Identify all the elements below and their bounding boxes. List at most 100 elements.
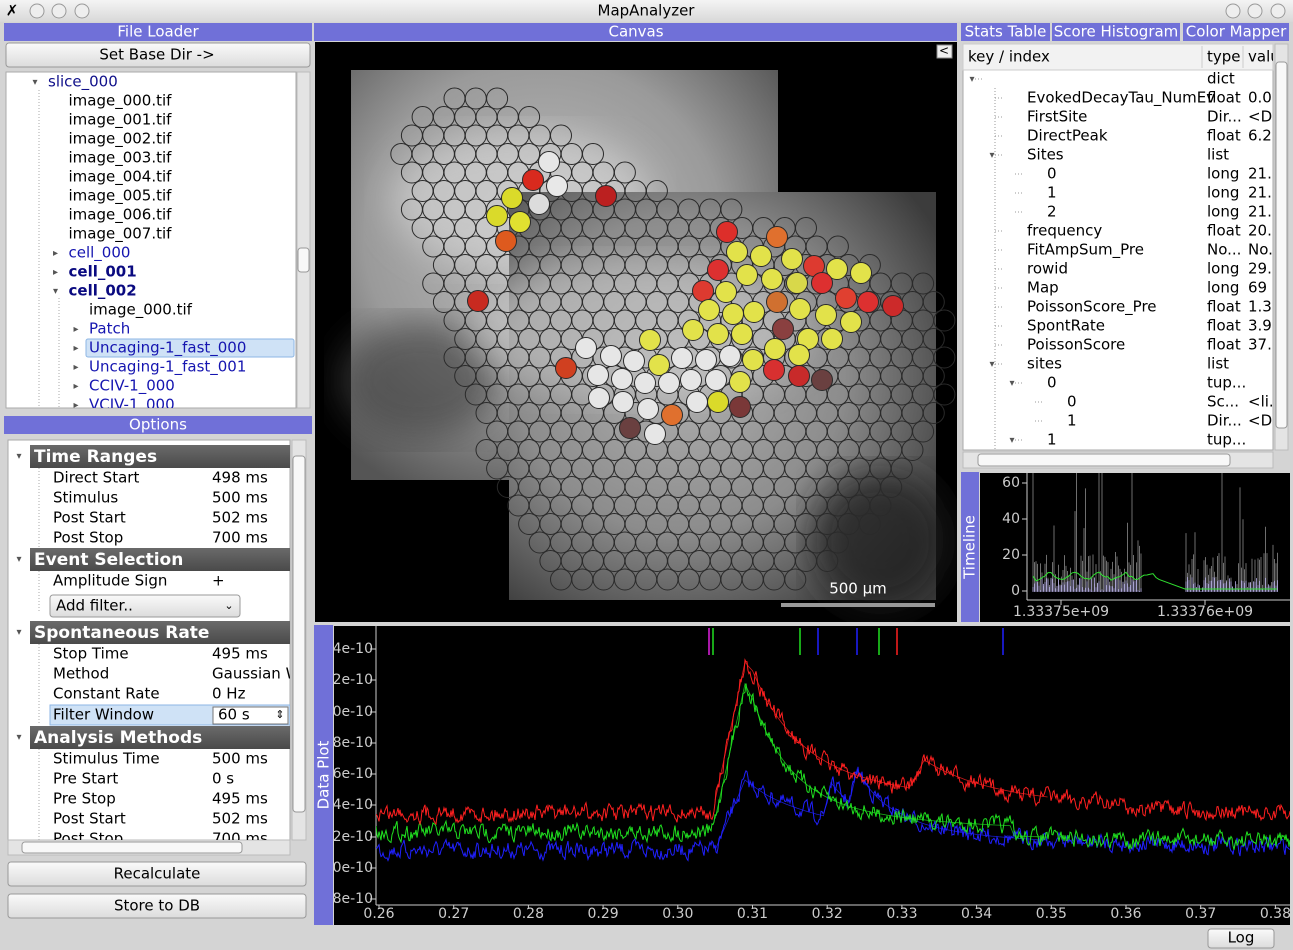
stim-site-active[interactable]: [743, 301, 765, 323]
tree-expander[interactable]: ▸: [53, 248, 58, 259]
stim-site-active[interactable]: [835, 287, 857, 309]
stim-site-active[interactable]: [729, 371, 751, 393]
stim-site-active[interactable]: [788, 344, 810, 366]
tree-item[interactable]: cell_001: [69, 263, 137, 281]
column-header[interactable]: key / index: [968, 48, 1050, 66]
stim-site-active[interactable]: [781, 248, 803, 270]
param-value[interactable]: +: [212, 572, 225, 590]
param-value[interactable]: 500 ms: [212, 750, 268, 768]
stim-site-active[interactable]: [698, 299, 720, 321]
stim-site-active[interactable]: [611, 368, 633, 390]
tree-expander[interactable]: ▸: [73, 324, 78, 335]
tree-item[interactable]: Uncaging-1_fast_000: [89, 339, 246, 358]
stim-site[interactable]: [880, 476, 903, 498]
tree-item[interactable]: image_005.tif: [69, 187, 173, 206]
tree-item[interactable]: image_002.tif: [69, 130, 173, 149]
stim-site-active[interactable]: [671, 347, 693, 369]
close-button[interactable]: [1270, 3, 1286, 19]
maximize-button[interactable]: [1247, 3, 1263, 19]
stim-site-active[interactable]: [716, 221, 738, 243]
shade-button[interactable]: [51, 3, 67, 19]
stim-site[interactable]: [720, 198, 743, 221]
stim-site-active[interactable]: [707, 259, 729, 281]
stats-hscroll-thumb[interactable]: [977, 453, 1231, 467]
log-button[interactable]: [1207, 928, 1275, 949]
stim-site-active[interactable]: [644, 423, 666, 445]
tree-expander[interactable]: ▾: [1009, 435, 1014, 446]
stim-site[interactable]: [869, 494, 892, 517]
param-value[interactable]: 498 ms: [212, 469, 268, 487]
stim-site-active[interactable]: [648, 354, 670, 376]
stim-site-active[interactable]: [695, 349, 717, 371]
stim-site-active[interactable]: [882, 295, 904, 317]
tree-item[interactable]: Patch: [89, 320, 130, 338]
stim-site-active[interactable]: [826, 258, 848, 280]
stim-site-active[interactable]: [600, 345, 622, 367]
stim-site[interactable]: [550, 124, 572, 147]
tab[interactable]: [1052, 23, 1180, 41]
stim-site[interactable]: [922, 365, 945, 387]
param-value[interactable]: 495 ms: [212, 790, 268, 808]
stim-site-active[interactable]: [788, 365, 810, 387]
stim-site-active[interactable]: [509, 211, 531, 233]
tree-item[interactable]: cell_002: [69, 282, 137, 300]
stim-site-active[interactable]: [639, 329, 661, 351]
stim-site-active[interactable]: [763, 359, 785, 381]
stim-site[interactable]: [922, 328, 945, 350]
stim-site-active[interactable]: [486, 205, 508, 227]
tree-expander[interactable]: ▾: [32, 77, 37, 88]
tree-scroll-thumb[interactable]: [297, 247, 310, 273]
tree-scrollbar[interactable]: [296, 71, 311, 409]
stim-site-active[interactable]: [538, 151, 560, 173]
tree-item[interactable]: image_007.tif: [69, 225, 173, 244]
stim-site-active[interactable]: [575, 337, 597, 359]
stim-site-active[interactable]: [811, 272, 833, 294]
param-value[interactable]: 502 ms: [212, 810, 268, 828]
options-scroll-thumb[interactable]: [292, 455, 306, 813]
stim-site-active[interactable]: [555, 357, 577, 379]
param-value[interactable]: 502 ms: [212, 509, 268, 527]
stim-site[interactable]: [795, 217, 817, 239]
stim-site[interactable]: [816, 550, 839, 572]
stim-site-active[interactable]: [692, 280, 714, 302]
stim-site[interactable]: [826, 531, 849, 554]
set-base-dir-button[interactable]: [5, 42, 311, 68]
stim-site-active[interactable]: [686, 391, 708, 413]
stim-site-active[interactable]: [766, 226, 788, 248]
menu-button[interactable]: [29, 3, 45, 19]
stim-site-active[interactable]: [719, 345, 741, 367]
tab[interactable]: [1183, 23, 1289, 41]
stim-site-active[interactable]: [619, 417, 641, 439]
tree-expander[interactable]: ▾: [989, 150, 994, 161]
tree-expander[interactable]: ▸: [73, 362, 78, 373]
stim-site-active[interactable]: [764, 338, 786, 360]
stim-site-active[interactable]: [595, 185, 617, 207]
tree-expander[interactable]: ▾: [1009, 378, 1014, 389]
tree-item[interactable]: image_006.tif: [69, 206, 173, 225]
stim-site-active[interactable]: [766, 291, 788, 313]
stim-site-active[interactable]: [661, 404, 683, 426]
stim-site-active[interactable]: [587, 364, 609, 386]
tree-item[interactable]: image_000.tif: [89, 301, 193, 320]
tree-expander[interactable]: ▸: [73, 400, 78, 411]
param-value[interactable]: 700 ms: [212, 830, 268, 848]
stim-site-active[interactable]: [729, 396, 751, 418]
tree-item[interactable]: image_003.tif: [69, 149, 173, 168]
stim-site[interactable]: [486, 87, 509, 110]
collapse-button[interactable]: [936, 44, 953, 59]
stim-site-active[interactable]: [682, 319, 704, 341]
tree-item[interactable]: image_004.tif: [69, 168, 173, 187]
stim-site-active[interactable]: [840, 311, 862, 333]
stim-site[interactable]: [582, 143, 604, 165]
param-value[interactable]: 0 Hz: [212, 685, 246, 703]
stim-site-active[interactable]: [821, 328, 843, 350]
stim-site-active[interactable]: [528, 193, 550, 215]
store-db-button[interactable]: [7, 893, 307, 919]
stim-site-active[interactable]: [761, 268, 783, 290]
column-header[interactable]: type: [1207, 48, 1241, 66]
tree-expander[interactable]: ▾: [989, 359, 994, 370]
filter-combo[interactable]: [49, 594, 241, 618]
stim-site-active[interactable]: [680, 369, 702, 391]
tree-item[interactable]: image_001.tif: [69, 111, 173, 130]
stim-site-active[interactable]: [772, 318, 794, 340]
